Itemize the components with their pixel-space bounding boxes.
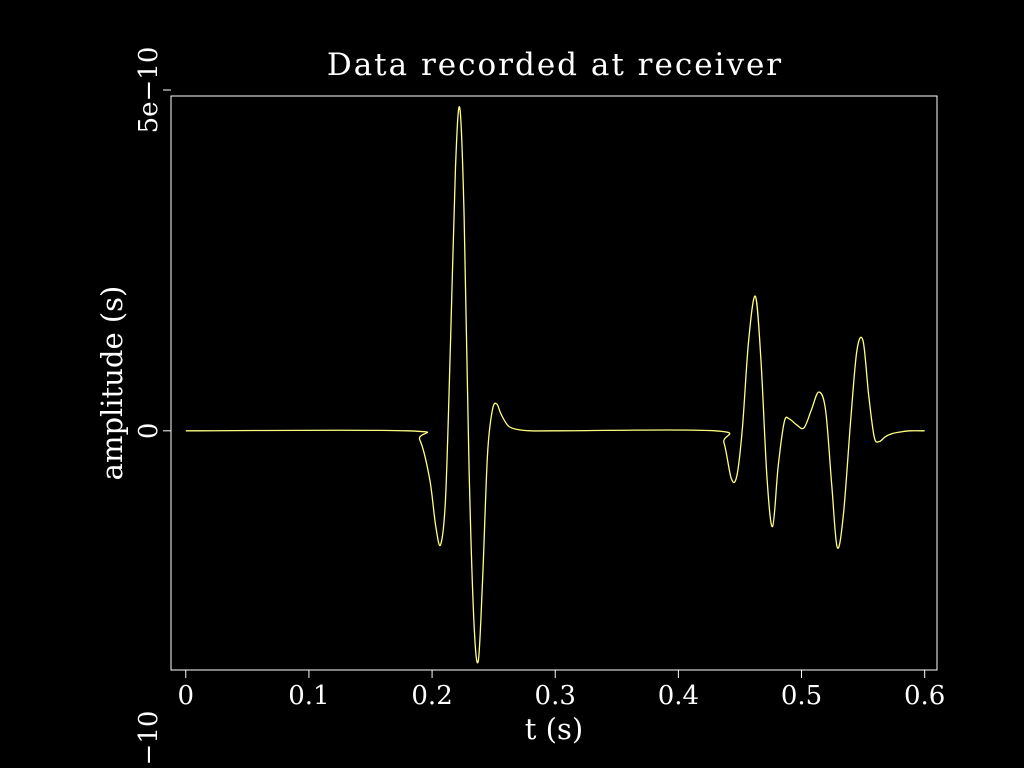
- y-scale-bottom-label: −10: [134, 711, 164, 766]
- x-ticks: 0 0.1 0.2 0.3 0.4 0.5 0.6: [178, 670, 945, 711]
- x-tick-label: 0: [178, 681, 195, 711]
- y-axis-label: amplitude (s): [95, 286, 129, 481]
- x-tick-label: 0.5: [781, 681, 822, 711]
- x-tick-label: 0.3: [535, 681, 576, 711]
- y-ticks: 0: [134, 423, 171, 440]
- x-tick-label: 0.2: [411, 681, 452, 711]
- chart-title: Data recorded at receiver: [327, 47, 783, 83]
- y-tick-label: 0: [134, 423, 164, 440]
- x-axis-label: t (s): [525, 712, 583, 746]
- series-line: [185, 105, 925, 664]
- x-tick-label: 0.1: [288, 681, 329, 711]
- series-group: [185, 105, 925, 664]
- x-tick-label: 0.4: [658, 681, 699, 711]
- y-scale-top-label: 5e−10: [134, 47, 164, 134]
- x-tick-label: 0.6: [904, 681, 945, 711]
- plot-frame: [170, 95, 938, 671]
